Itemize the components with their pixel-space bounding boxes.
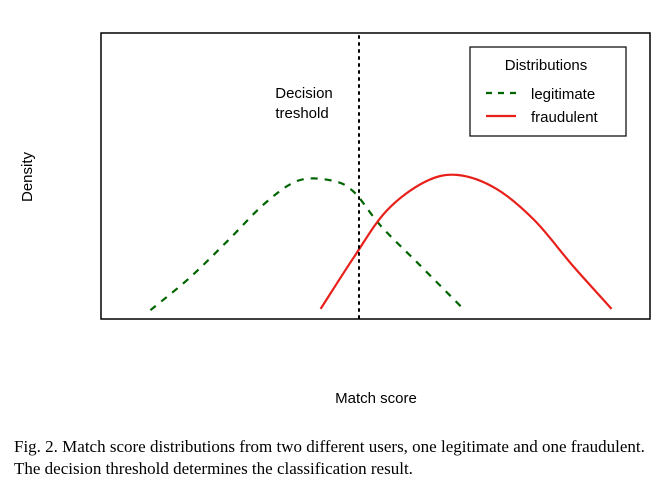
plot-frame xyxy=(100,32,651,320)
legend-label-fraudulent: fraudulent xyxy=(531,109,599,126)
x-axis-label: Match score xyxy=(335,390,417,407)
threshold-label-line2: treshold xyxy=(275,105,328,122)
density-chart: Decision treshold Distributions legitima… xyxy=(19,32,651,407)
y-axis-label: Density xyxy=(19,151,36,202)
legend-label-legitimate: legitimate xyxy=(531,86,595,103)
series-layer xyxy=(149,173,613,312)
threshold-label-line1: Decision xyxy=(275,85,333,102)
series-line-legitimate xyxy=(149,177,465,312)
series-line-fraudulent xyxy=(319,173,613,310)
legend-box xyxy=(469,46,627,137)
legend: Distributions legitimate fraudulent xyxy=(469,46,627,137)
figure-caption: Fig. 2. Match score distributions from t… xyxy=(14,437,645,478)
legend-title: Distributions xyxy=(505,57,588,74)
